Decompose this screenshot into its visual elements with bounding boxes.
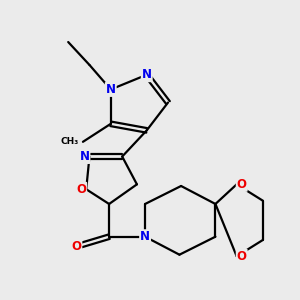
Text: N: N [142, 68, 152, 81]
Text: N: N [140, 230, 150, 243]
Text: O: O [71, 240, 81, 253]
Text: N: N [106, 83, 116, 96]
Text: N: N [80, 150, 89, 163]
Text: O: O [237, 250, 247, 263]
Text: O: O [76, 183, 86, 196]
Text: O: O [237, 178, 247, 191]
Text: CH₃: CH₃ [61, 137, 79, 146]
